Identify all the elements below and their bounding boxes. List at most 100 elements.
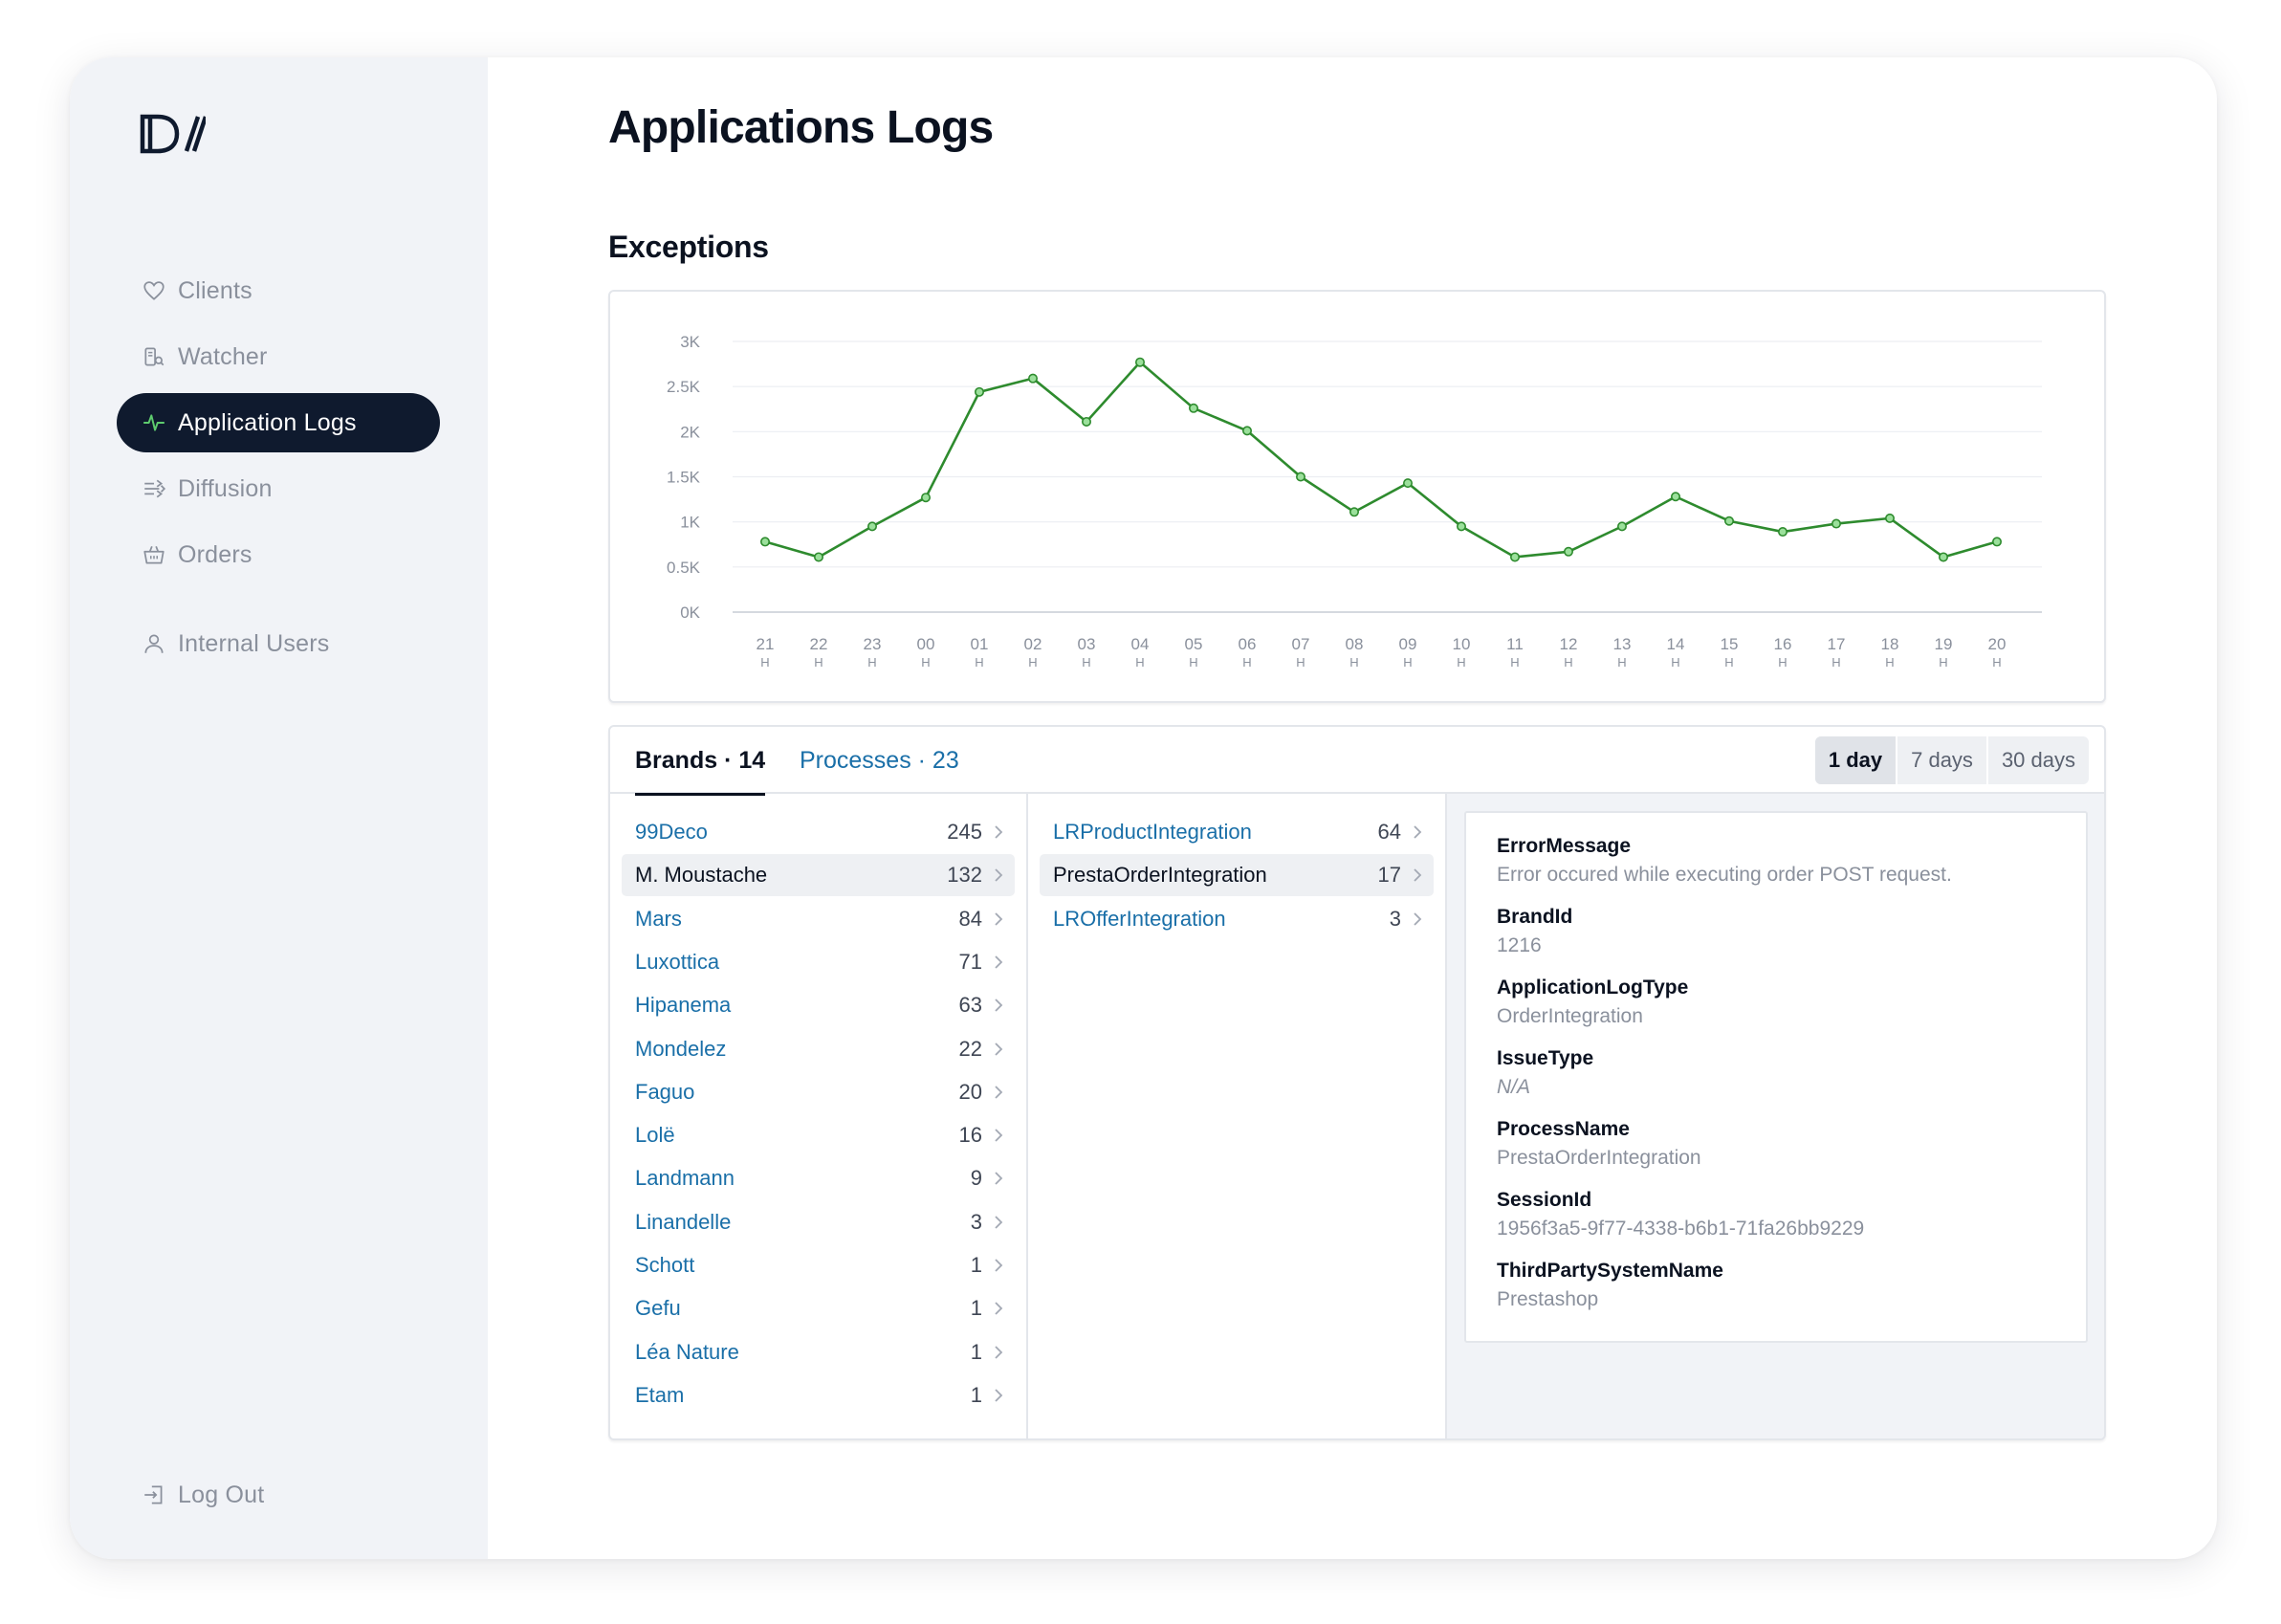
x-tick-unit: H: [1510, 655, 1519, 669]
x-tick-label: 01: [971, 635, 989, 653]
row-name: Lolë: [635, 1123, 675, 1148]
data-point[interactable]: [1671, 492, 1681, 502]
x-tick-unit: H: [1296, 655, 1305, 669]
heart-icon: [142, 278, 166, 303]
x-tick-unit: H: [1778, 655, 1787, 669]
sidebar-item-application-logs[interactable]: Application Logs: [117, 393, 440, 452]
x-tick-label: 15: [1721, 635, 1739, 653]
brand-row[interactable]: 99Deco 245: [622, 811, 1015, 853]
field-value: PrestaOrderIntegration: [1497, 1147, 1701, 1169]
brand-row[interactable]: Schott 1: [622, 1244, 1015, 1286]
x-tick-unit: H: [1349, 655, 1358, 669]
period-1-day-button[interactable]: 1 day: [1814, 736, 1897, 784]
process-row[interactable]: LRProductIntegration 64: [1040, 811, 1434, 853]
x-tick-unit: H: [1028, 655, 1037, 669]
brand-row[interactable]: Lolë 16: [622, 1114, 1015, 1156]
detail-field: SessionId 1956f3a5-9f77-4338-b6b1-71fa26b…: [1497, 1186, 2055, 1243]
sidebar-item-clients[interactable]: Clients: [117, 261, 440, 320]
data-point[interactable]: [1617, 521, 1628, 532]
process-row[interactable]: PrestaOrderIntegration 17: [1040, 854, 1434, 897]
x-tick-unit: H: [1457, 655, 1465, 669]
exceptions-chart-svg: 0K 0.5K 1K 1.5K 2K 2.5K 3K 21 H 22 H 23 H 00 H 01 H 02 H 03…: [667, 333, 2042, 669]
detail-field: ThirdPartySystemName Prestashop: [1497, 1257, 2055, 1314]
data-point[interactable]: [760, 537, 771, 547]
x-tick-unit: H: [814, 655, 822, 669]
y-tick-label: 0K: [680, 604, 700, 622]
data-point[interactable]: [1724, 516, 1735, 526]
x-tick-unit: H: [921, 655, 930, 669]
sidebar-item-diffusion[interactable]: Diffusion: [117, 459, 440, 518]
brand-row[interactable]: Mondelez 22: [622, 1028, 1015, 1070]
data-point[interactable]: [1885, 513, 1896, 523]
data-point[interactable]: [1992, 537, 2003, 547]
data-point[interactable]: [1081, 416, 1091, 427]
chevron-right-icon: [1411, 823, 1424, 842]
x-tick-label: 00: [917, 635, 935, 653]
x-tick-unit: H: [1831, 655, 1840, 669]
chevron-right-icon: [992, 996, 1005, 1015]
brand-row[interactable]: Luxottica 71: [622, 941, 1015, 983]
row-count: 9: [970, 1166, 982, 1191]
x-tick-label: 03: [1078, 635, 1096, 653]
process-row[interactable]: LROfferIntegration 3: [1040, 898, 1434, 940]
x-tick-unit: H: [975, 655, 983, 669]
data-point[interactable]: [920, 493, 931, 503]
data-point[interactable]: [1295, 472, 1305, 482]
data-point[interactable]: [1241, 426, 1252, 436]
y-tick-label: 0.5K: [667, 559, 701, 577]
brand-row[interactable]: M. Moustache 132: [622, 854, 1015, 897]
data-point[interactable]: [1456, 521, 1466, 532]
row-count: 71: [958, 949, 982, 974]
brands-list: 99Deco 245 M. Moustache 132 Mars 84 Luxottica 7…: [610, 794, 1028, 1438]
field-label: SessionId: [1497, 1189, 1592, 1211]
data-point[interactable]: [814, 552, 824, 562]
x-tick-label: 12: [1560, 635, 1578, 653]
brand-row[interactable]: Linandelle 3: [622, 1201, 1015, 1243]
data-point[interactable]: [1939, 552, 1949, 562]
brand-row[interactable]: Gefu 1: [622, 1287, 1015, 1329]
field-value: Prestashop: [1497, 1288, 1599, 1310]
tab-brands[interactable]: Brands · 14: [635, 727, 766, 796]
data-point[interactable]: [1831, 518, 1842, 529]
x-tick-label: 08: [1346, 635, 1364, 653]
row-name: M. Moustache: [635, 863, 768, 888]
tab-processes[interactable]: Processes · 23: [800, 746, 959, 774]
data-point[interactable]: [1027, 373, 1038, 384]
log-detail-card: ErrorMessage Error occured while executin…: [1464, 811, 2088, 1343]
sidebar-item-orders[interactable]: Orders: [117, 525, 440, 584]
brand-row[interactable]: Léa Nature 1: [622, 1331, 1015, 1373]
data-point[interactable]: [1402, 478, 1413, 489]
tab-bar: Brands · 14 Processes · 23 1 day 7 days …: [610, 727, 2104, 796]
data-point[interactable]: [1349, 507, 1359, 517]
chevron-right-icon: [992, 1343, 1005, 1362]
x-tick-label: 10: [1453, 635, 1471, 653]
logs-panel: Brands · 14 Processes · 23 1 day 7 days …: [608, 725, 2106, 1440]
chevron-right-icon: [992, 1083, 1005, 1102]
x-tick-unit: H: [1992, 655, 2001, 669]
series-line: [764, 361, 1998, 559]
sidebar-item-label: Internal Users: [178, 629, 330, 657]
x-tick-unit: H: [1671, 655, 1679, 669]
data-point[interactable]: [1563, 546, 1573, 557]
data-point[interactable]: [866, 521, 877, 532]
brand-row[interactable]: Faguo 20: [622, 1071, 1015, 1113]
logout-button[interactable]: Log Out: [117, 1465, 440, 1525]
period-7-days-button[interactable]: 7 days: [1896, 736, 1986, 784]
x-tick-label: 21: [757, 635, 775, 653]
brand-row[interactable]: Hipanema 63: [622, 984, 1015, 1026]
brand-row[interactable]: Etam 1: [622, 1374, 1015, 1416]
page-title: Applications Logs: [608, 102, 994, 153]
row-name: Schott: [635, 1253, 695, 1277]
period-30-days-button[interactable]: 30 days: [1985, 736, 2089, 784]
data-point[interactable]: [1509, 552, 1520, 562]
brand-row[interactable]: Landmann 9: [622, 1157, 1015, 1199]
sidebar-item-watcher[interactable]: Watcher: [117, 327, 440, 386]
row-name: Etam: [635, 1382, 685, 1407]
brand-row[interactable]: Mars 84: [622, 898, 1015, 940]
data-point[interactable]: [1778, 527, 1788, 538]
data-point[interactable]: [974, 386, 984, 397]
x-tick-label: 04: [1131, 635, 1150, 653]
sidebar-item-internal-users[interactable]: Internal Users: [117, 614, 440, 673]
data-point[interactable]: [1188, 403, 1198, 413]
data-point[interactable]: [1134, 357, 1145, 367]
